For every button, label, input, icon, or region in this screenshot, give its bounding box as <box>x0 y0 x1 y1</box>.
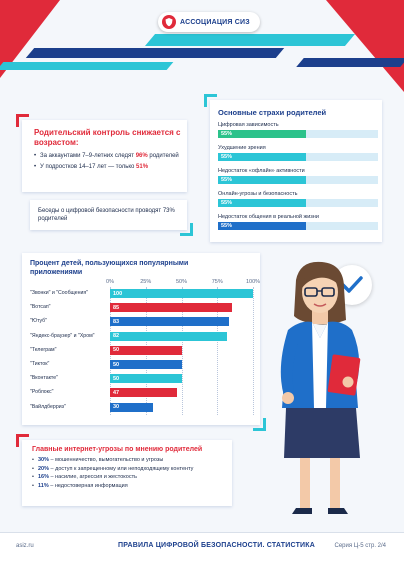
fear-label: Цифровая зависимость <box>218 122 279 128</box>
fear-track: 55% <box>218 130 378 138</box>
ribbon-navy-right <box>296 58 404 67</box>
app-bar <box>110 331 228 341</box>
app-bar <box>110 402 153 412</box>
fear-value: 55% <box>221 177 233 183</box>
threats-panel: Главные интернет-угрозы по мнению родите… <box>16 434 232 506</box>
corner-bracket <box>253 418 266 431</box>
axis-tick-label: 100% <box>245 279 261 285</box>
fear-value: 55% <box>221 131 233 137</box>
app-category-label: "Звонки" и "Сообщения" <box>30 290 89 296</box>
app-value-label: 50 <box>113 375 120 382</box>
fear-item: Недостаток общения в реальной жизни 55% <box>218 214 378 230</box>
app-category-label: "Вайлдберриз" <box>30 403 66 410</box>
fear-value: 55% <box>221 200 233 206</box>
fear-bar <box>218 153 306 161</box>
app-category-label: "Вконтакте" <box>30 375 58 382</box>
fear-track: 55% <box>218 176 378 184</box>
fear-bar <box>218 222 306 230</box>
fear-label: Недостаток «офлайн» активности <box>218 168 305 174</box>
app-category-label: "Роблокс" <box>30 389 54 396</box>
logo: АССОЦИАЦИЯ СИЗ <box>158 12 260 32</box>
app-category-label: "Тикток" <box>30 361 50 367</box>
parental-control-title: Родительский контроль снижается с возрас… <box>34 128 181 147</box>
parent-fears-title: Основные страхи родителей <box>218 108 327 117</box>
app-value-label: 50 <box>113 347 120 354</box>
axis-tick-label: 75% <box>211 279 223 285</box>
woman-with-check-icon <box>280 261 361 514</box>
app-category-label: "Ютуб" <box>30 318 47 325</box>
app-value-label: 30 <box>113 404 120 411</box>
ribbon-cyan-left <box>0 62 174 70</box>
fear-item: Ухудшение зрения 55% <box>218 145 378 161</box>
fear-bar <box>218 199 306 207</box>
list-item: 16% – насилие, агрессия и жестокость <box>32 474 228 482</box>
footer-site-link[interactable]: asiz.ru <box>16 543 34 549</box>
fear-item: Цифровая зависимость 55% <box>218 122 378 138</box>
fear-label: Ухудшение зрения <box>218 145 266 151</box>
app-category-label: "Вотсап" <box>30 304 51 311</box>
list-item: 30% – мошенничество, вымогательство и уг… <box>32 457 228 465</box>
logo-text: АССОЦИАЦИЯ СИЗ <box>180 18 250 26</box>
fear-bar <box>218 130 306 138</box>
fear-item: Онлайн-угрозы и безопасность 55% <box>218 191 378 207</box>
fear-track: 55% <box>218 199 378 207</box>
footer-series: Серия Ц-5 стр. 2/4 <box>334 543 386 549</box>
corner-bracket <box>16 114 29 127</box>
fear-track: 55% <box>218 153 378 161</box>
app-category-label: "Яндекс-браузер" и "Хром" <box>30 332 95 339</box>
app-bar <box>110 360 182 369</box>
parental-control-panel: Родительский контроль снижается с возрас… <box>16 114 187 192</box>
safety-talks-text: Беседы о цифровой безопасности проводят … <box>38 208 175 222</box>
app-category-label: "Телеграм" <box>30 346 57 353</box>
footer-title: ПРАВИЛА ЦИФРОВОЙ БЕЗОПАСНОСТИ. СТАТИСТИК… <box>118 542 316 549</box>
app-value-label: 83 <box>113 318 120 325</box>
corner-bracket <box>16 434 29 447</box>
app-value-label: 100 <box>113 290 123 297</box>
axis-tick-label: 25% <box>140 279 152 285</box>
corner-bracket <box>180 223 193 236</box>
safety-talks-panel: Беседы о цифровой безопасности проводят … <box>30 200 193 236</box>
grid-line <box>181 287 183 415</box>
app-bar <box>110 374 182 384</box>
list-item: 20% – доступ к запрещенному или неподход… <box>32 466 228 474</box>
list-item: За аккаунтами 7–9-летних следят 96% роди… <box>34 152 184 160</box>
parent-fears-panel: Основные страхи родителей Цифровая завис… <box>204 94 382 242</box>
footer: asiz.ru ПРАВИЛА ЦИФРОВОЙ БЕЗОПАСНОСТИ. С… <box>0 532 404 566</box>
threats-title: Главные интернет-угрозы по мнению родите… <box>32 446 203 453</box>
app-bar <box>110 317 229 327</box>
app-bar <box>110 345 182 355</box>
fear-bar <box>218 176 306 184</box>
app-value-label: 85 <box>113 304 120 311</box>
app-bar <box>110 388 178 398</box>
app-value-label: 82 <box>113 333 120 340</box>
apps-chart-title: Процент детей, пользующихся популярными … <box>30 260 189 276</box>
fear-track: 55% <box>218 222 378 230</box>
ribbon-red-right <box>326 0 404 92</box>
fear-value: 55% <box>221 223 233 229</box>
app-bar <box>110 289 253 298</box>
grid-line <box>217 287 219 415</box>
axis-tick-label: 0% <box>106 279 114 285</box>
grid-line <box>253 287 254 415</box>
threats-list: 30% – мошенничество, вымогательство и уг… <box>32 457 228 491</box>
apps-chart-panel: Процент детей, пользующихся популярными … <box>22 253 266 431</box>
list-item: 11% – недостоверная информация <box>32 483 228 491</box>
axis-tick-label: 50% <box>175 279 188 285</box>
parental-control-list: За аккаунтами 7–9-летних следят 96% роди… <box>34 152 184 174</box>
fear-value: 55% <box>221 154 233 160</box>
ribbon-cyan-top <box>144 34 356 46</box>
app-value-label: 47 <box>113 389 120 396</box>
corner-bracket <box>204 94 217 107</box>
app-bar <box>110 303 232 313</box>
shield-logo-icon <box>162 15 176 29</box>
fear-item: Недостаток «офлайн» активности 55% <box>218 168 378 184</box>
ribbon-navy <box>25 48 285 58</box>
list-item: У подростков 14–17 лет — только 51% <box>34 163 184 171</box>
fear-label: Онлайн-угрозы и безопасность <box>218 191 298 197</box>
fear-label: Недостаток общения в реальной жизни <box>218 214 319 220</box>
app-value-label: 50 <box>113 361 120 368</box>
